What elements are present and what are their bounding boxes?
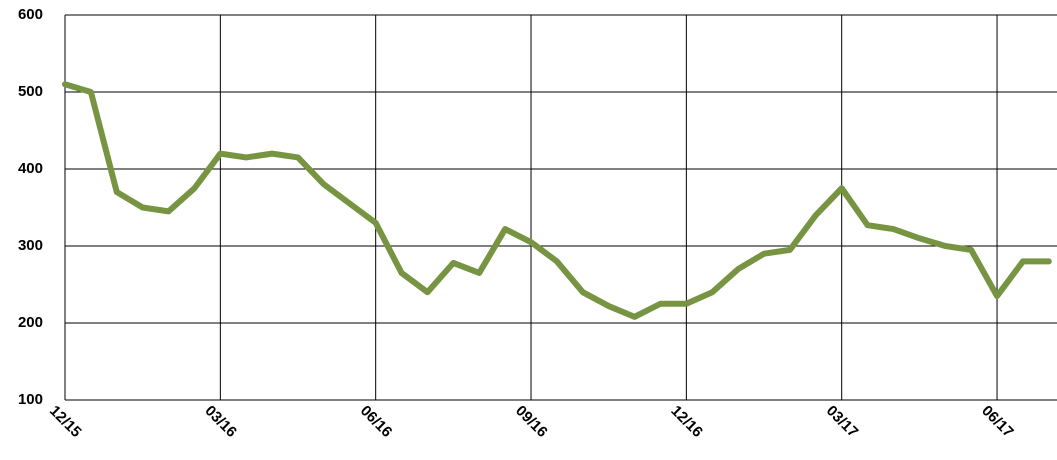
x-tick-label: 06/17 <box>978 402 1017 441</box>
y-tick-label: 200 <box>18 314 43 331</box>
x-tick-label: 09/16 <box>512 402 551 441</box>
x-tick-label: 12/15 <box>46 402 85 441</box>
y-tick-label: 500 <box>18 83 43 100</box>
x-tick-label: 06/16 <box>357 402 396 441</box>
x-tick-label: 03/17 <box>823 402 862 441</box>
data-line <box>62 81 1052 320</box>
y-tick-label: 600 <box>18 6 43 23</box>
y-tick-label: 300 <box>18 237 43 254</box>
x-tick-label: 03/16 <box>201 402 240 441</box>
x-tick-label: 12/16 <box>667 402 706 441</box>
y-tick-label: 400 <box>18 160 43 177</box>
y-tick-label: 100 <box>18 391 43 408</box>
